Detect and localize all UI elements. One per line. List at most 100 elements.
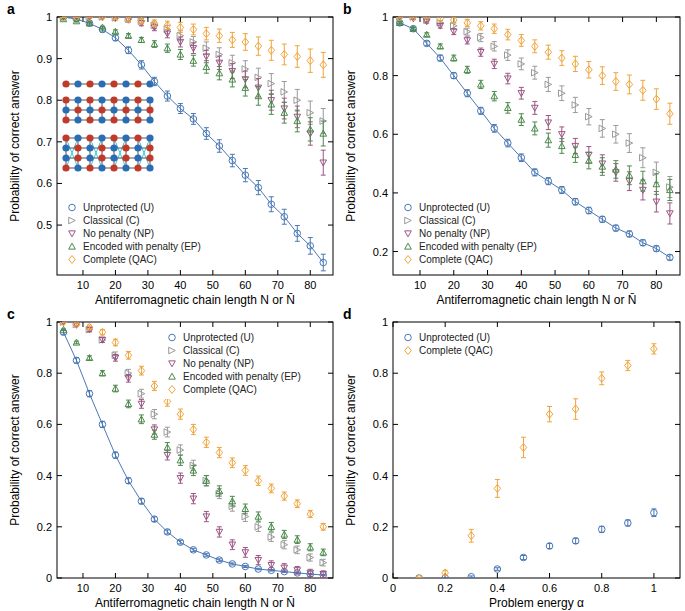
marker bbox=[125, 351, 132, 359]
error-cap bbox=[613, 72, 618, 73]
marker bbox=[229, 459, 236, 467]
marker bbox=[190, 426, 197, 434]
plot-frame bbox=[57, 17, 333, 275]
y-tick bbox=[57, 475, 62, 476]
error-cap bbox=[178, 543, 183, 544]
error-cap bbox=[478, 33, 483, 34]
marker bbox=[99, 337, 106, 343]
error-cap bbox=[282, 209, 287, 210]
marker bbox=[164, 429, 171, 436]
marker bbox=[86, 323, 93, 331]
error-cap bbox=[230, 55, 235, 56]
x-tick-label: 20 bbox=[448, 279, 460, 291]
error-cap bbox=[243, 33, 248, 34]
error-cap bbox=[256, 521, 261, 522]
marker bbox=[216, 529, 223, 535]
x-tick bbox=[653, 322, 654, 327]
marker bbox=[138, 37, 145, 43]
error-cap bbox=[217, 56, 222, 57]
error-cap bbox=[308, 101, 313, 102]
error-cap bbox=[191, 460, 196, 461]
error-cap bbox=[230, 496, 235, 497]
error-cap bbox=[217, 558, 222, 559]
error-cap bbox=[204, 553, 209, 554]
marker bbox=[268, 201, 275, 208]
marker bbox=[164, 31, 171, 37]
inset-node bbox=[74, 96, 81, 103]
error-cap bbox=[217, 47, 222, 48]
marker bbox=[138, 416, 145, 422]
error-cap bbox=[559, 153, 564, 154]
inset-edge bbox=[90, 138, 102, 168]
error-bar bbox=[89, 325, 90, 329]
error-bar bbox=[627, 520, 628, 526]
marker bbox=[586, 207, 593, 214]
error-cap bbox=[204, 485, 209, 486]
legend-marker bbox=[169, 361, 176, 367]
error-cap bbox=[191, 548, 196, 549]
error-cap bbox=[282, 81, 287, 82]
error-bar bbox=[561, 139, 562, 154]
error-bar bbox=[310, 49, 311, 72]
error-cap bbox=[640, 171, 645, 172]
error-cap bbox=[191, 66, 196, 67]
error-bar bbox=[523, 437, 524, 457]
marker bbox=[307, 510, 314, 518]
legend-marker bbox=[169, 334, 176, 341]
figure: 10203040506070800.50.60.70.80.91Antiferr… bbox=[0, 0, 685, 611]
marker bbox=[640, 178, 647, 184]
inset-edge bbox=[66, 138, 78, 168]
error-cap bbox=[243, 79, 248, 80]
inset-node bbox=[62, 134, 69, 141]
error-cap bbox=[613, 160, 618, 161]
error-cap bbox=[126, 407, 131, 408]
marker bbox=[450, 55, 457, 61]
marker bbox=[572, 198, 579, 205]
marker bbox=[320, 572, 327, 578]
error-bar bbox=[297, 46, 298, 68]
error-cap bbox=[411, 26, 416, 27]
marker bbox=[73, 322, 80, 328]
x-tick bbox=[180, 322, 181, 327]
error-cap bbox=[217, 139, 222, 140]
error-cap bbox=[667, 223, 672, 224]
error-cap bbox=[573, 147, 578, 148]
marker bbox=[229, 76, 236, 82]
error-cap bbox=[204, 485, 209, 486]
error-bar bbox=[575, 97, 576, 112]
legend-label: Unprotected (U) bbox=[83, 202, 154, 213]
y-tick bbox=[328, 322, 333, 323]
x-tick bbox=[180, 573, 181, 578]
error-cap bbox=[178, 444, 183, 445]
error-bar bbox=[323, 121, 324, 146]
inset-node bbox=[62, 144, 69, 151]
error-cap bbox=[217, 42, 222, 43]
error-bar bbox=[669, 203, 670, 224]
x-tick-label: 10 bbox=[77, 582, 89, 594]
inset-edge bbox=[138, 138, 150, 168]
marker bbox=[255, 477, 262, 485]
error-cap bbox=[640, 199, 645, 200]
error-cap bbox=[321, 77, 326, 78]
error-cap bbox=[599, 371, 604, 372]
marker bbox=[572, 102, 579, 109]
marker bbox=[613, 78, 620, 86]
error-cap bbox=[295, 106, 300, 107]
error-cap bbox=[230, 511, 235, 512]
legend-marker bbox=[69, 217, 76, 224]
error-cap bbox=[519, 34, 524, 35]
legend-marker bbox=[405, 231, 412, 237]
x-tick-label: 0.8 bbox=[594, 582, 609, 594]
y-tick-label: 0.7 bbox=[37, 136, 52, 148]
x-tick bbox=[277, 573, 278, 578]
error-cap bbox=[282, 538, 287, 539]
error-cap bbox=[204, 127, 209, 128]
marker bbox=[532, 69, 539, 76]
y-tick bbox=[393, 134, 398, 135]
series bbox=[416, 509, 657, 578]
inset-edge bbox=[138, 138, 150, 168]
y-tick-label: 0.8 bbox=[373, 367, 388, 379]
inset-node bbox=[134, 96, 141, 103]
error-cap bbox=[613, 143, 618, 144]
marker bbox=[294, 500, 301, 508]
